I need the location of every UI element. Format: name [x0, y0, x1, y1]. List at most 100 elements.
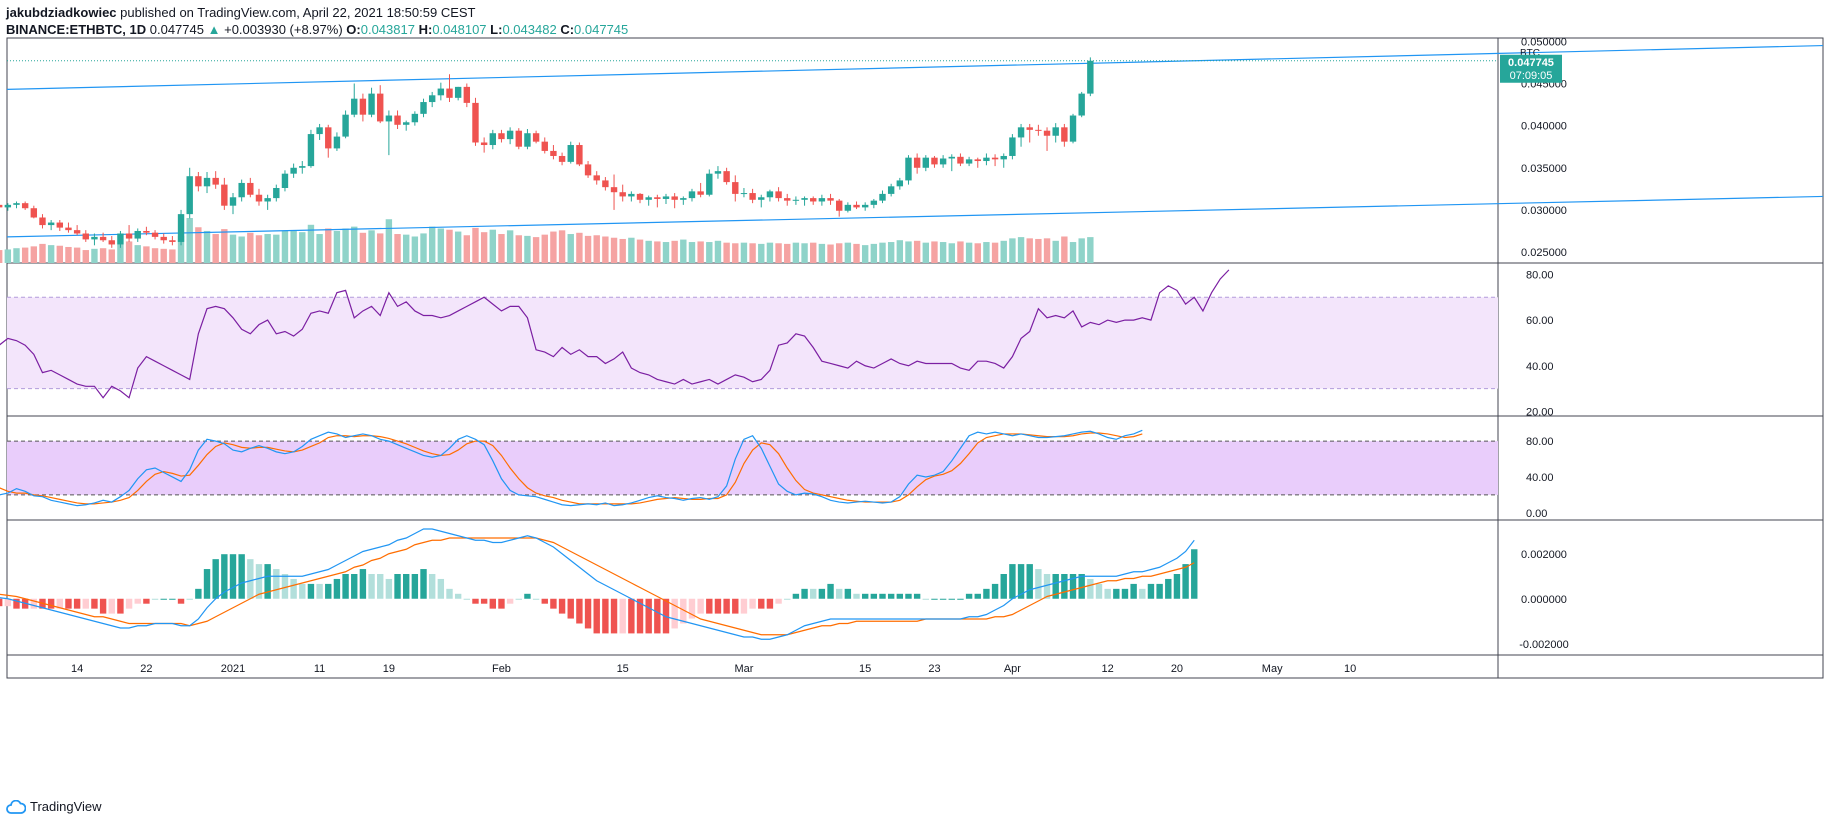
macd-histogram-bar [411, 574, 419, 599]
volume-bar [480, 232, 488, 263]
volume-bar [870, 243, 878, 263]
time-axis-tick: May [1262, 663, 1283, 675]
macd-histogram-bar [775, 598, 782, 604]
candle-body [1009, 137, 1016, 156]
macd-histogram-bar [420, 569, 427, 599]
macd-histogram-bar [688, 598, 696, 619]
macd-histogram-bar [714, 598, 722, 614]
volume-bar [1009, 238, 1016, 263]
macd-histogram-bar [221, 554, 228, 599]
macd-histogram-bar [255, 564, 263, 599]
candle-body [654, 197, 661, 199]
candle-body [472, 102, 479, 143]
volume-bar [177, 235, 185, 263]
price-axis-tick: 0.040000 [1521, 121, 1567, 133]
macd-histogram-bar [680, 598, 687, 624]
macd-histogram-bar [506, 598, 514, 604]
volume-bar [1061, 236, 1068, 263]
time-axis-tick: 12 [1102, 663, 1114, 675]
macd-histogram-bar [706, 598, 713, 614]
candle-body [264, 198, 271, 202]
volume-bar [203, 230, 211, 263]
macd-histogram-bar [177, 598, 185, 604]
volume-bar [974, 243, 981, 263]
macd-histogram-bar [827, 583, 834, 599]
stochastic-d-line [0, 432, 1143, 505]
rsi-axis-tick: 20.00 [1526, 406, 1554, 418]
volume-bar [784, 243, 791, 263]
candle-body [394, 115, 401, 125]
open-value: 0.043817 [360, 22, 415, 37]
macd-histogram-bar [463, 598, 471, 600]
macd-histogram-bar [844, 588, 852, 599]
candle-body [1052, 127, 1059, 136]
volume-bar [281, 230, 289, 263]
candle-body [498, 133, 505, 140]
macd-histogram-bar [593, 598, 600, 634]
volume-bar [896, 240, 904, 263]
macd-histogram-bar [550, 598, 557, 609]
volume-bar [732, 243, 739, 263]
candle-body [844, 204, 852, 211]
volume-bar [792, 242, 800, 263]
macd-histogram-bar [143, 598, 150, 604]
volume-bar [558, 230, 566, 263]
macd-histogram-bar [1095, 583, 1103, 599]
volume-bar [446, 229, 453, 263]
candle-body [974, 159, 981, 162]
candle-body [749, 193, 756, 200]
volume-bar [264, 234, 271, 263]
volume-bar [1052, 240, 1059, 263]
candle-body [541, 141, 548, 151]
stochastic-pane: 80.00 40.00 0.00 [0, 429, 1554, 520]
volume-bar [584, 235, 592, 263]
candle-body [515, 130, 522, 147]
volume-bar [489, 229, 496, 263]
candle-body [160, 236, 167, 241]
tradingview-cloud-icon [6, 799, 26, 814]
volume-bar [991, 242, 999, 263]
volume-bar [273, 234, 280, 263]
volume-bar [4, 249, 12, 263]
volume-bar [749, 243, 756, 263]
macd-histogram-bar [1147, 583, 1155, 599]
candle-body [108, 240, 115, 245]
macd-histogram-bar [836, 588, 843, 599]
tradingview-logo[interactable]: TradingView [6, 799, 102, 814]
candle-body [39, 217, 46, 226]
candle-body [792, 199, 800, 201]
candle-body [169, 240, 176, 242]
candle-body [991, 157, 999, 160]
macd-histogram-bar [732, 598, 739, 614]
macd-histogram-bar [290, 578, 297, 599]
candle-body [290, 167, 297, 174]
macd-histogram-bar [532, 598, 540, 600]
author[interactable]: jakubdziadkowiec [6, 5, 117, 20]
macd-histogram-bar [965, 593, 973, 599]
macd-histogram-bar [1069, 574, 1077, 599]
rsi-band [7, 297, 1498, 389]
volume-bar [39, 243, 46, 263]
volume-bar [628, 237, 635, 263]
volume-bar [680, 239, 687, 263]
candle-body [532, 133, 540, 142]
volume-bar [1078, 238, 1085, 263]
candle-body [732, 182, 739, 194]
macd-histogram-bar [299, 583, 306, 599]
candle-body [645, 197, 652, 200]
macd-histogram-bar [1121, 588, 1129, 599]
candle-body [316, 127, 323, 135]
candle-body [1017, 127, 1025, 138]
volume-bar [836, 243, 843, 263]
volume-bar [238, 236, 245, 263]
candle-body [836, 200, 843, 211]
volume-bar [706, 242, 713, 263]
macd-histogram-bar [134, 598, 141, 604]
candle-body [636, 193, 644, 200]
candle-body [939, 158, 947, 165]
candle-body [584, 164, 592, 176]
close-value: 0.047745 [574, 22, 629, 37]
volume-bar [602, 236, 609, 263]
volume-bar [91, 248, 98, 263]
